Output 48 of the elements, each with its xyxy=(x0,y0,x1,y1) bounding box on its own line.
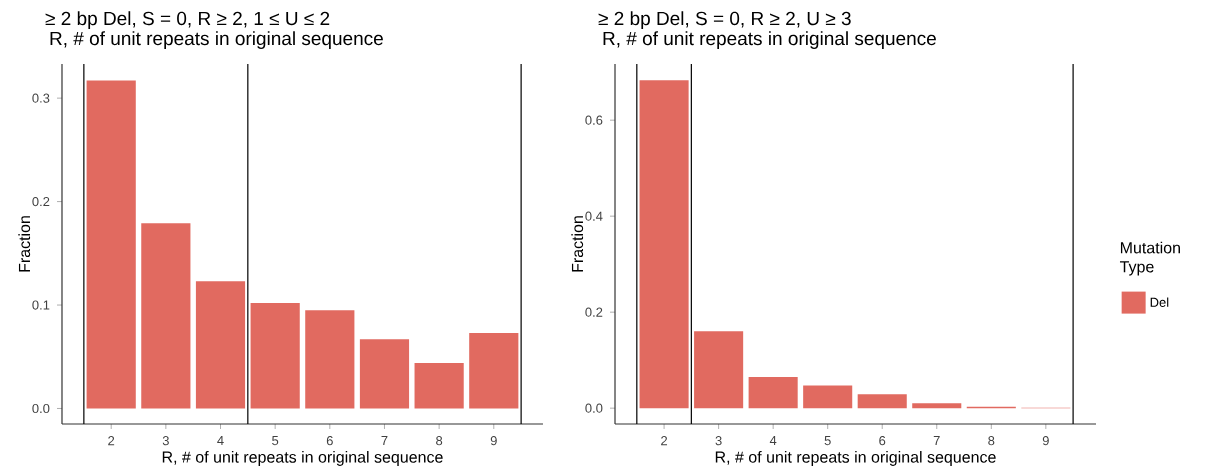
x-axis-title: R, # of unit repeats in original sequence xyxy=(162,450,443,466)
x-tick-label: 9 xyxy=(1042,436,1049,446)
bar xyxy=(912,403,962,409)
bar xyxy=(694,331,744,409)
bar xyxy=(359,339,410,409)
x-tick-label: 4 xyxy=(769,436,777,446)
x-tick-label: 3 xyxy=(715,436,722,446)
x-tick-label: 8 xyxy=(436,436,443,446)
bar xyxy=(857,394,907,409)
bar xyxy=(803,385,853,409)
x-tick-label: 7 xyxy=(381,436,388,446)
y-tick-label: 0.2 xyxy=(585,307,603,317)
chart-subtitle: R, # of unit repeats in original sequence xyxy=(50,31,383,49)
y-tick-label: 0.2 xyxy=(32,197,50,207)
x-tick-label: 9 xyxy=(490,436,497,446)
x-tick-label: 3 xyxy=(162,436,169,446)
y-tick-label: 0.1 xyxy=(32,300,50,310)
y-axis-title: Fraction xyxy=(18,216,31,272)
x-tick-label: 5 xyxy=(824,436,831,446)
y-tick-label: 0.0 xyxy=(32,403,50,414)
bar xyxy=(250,302,300,409)
legend-title: Mutation Type xyxy=(1119,241,1180,276)
x-tick-label: 6 xyxy=(879,436,886,446)
y-tick-label: 0.6 xyxy=(585,115,603,125)
x-tick-label: 2 xyxy=(108,436,115,446)
chart-title: ≥ 2 bp Del, S = 0, R ≥ 2, U ≥ 3 xyxy=(598,11,851,29)
x-tick-label: 4 xyxy=(217,436,224,446)
x-tick-label: 8 xyxy=(988,436,995,446)
bar xyxy=(86,80,136,409)
bar xyxy=(141,223,191,409)
y-tick-label: 0.3 xyxy=(32,93,50,103)
bar xyxy=(639,80,689,409)
y-axis-title: Fraction xyxy=(571,216,584,272)
x-tick-label: 5 xyxy=(272,436,279,446)
legend-label: Del xyxy=(1150,297,1169,307)
x-tick-label: 7 xyxy=(933,436,940,446)
y-tick-label: 0.4 xyxy=(585,211,603,221)
y-tick-label: 0.0 xyxy=(585,403,603,413)
bar xyxy=(305,310,355,409)
bar xyxy=(414,362,464,409)
chart-title: ≥ 2 bp Del, S = 0, R ≥ 2, 1 ≤ U ≤ 2 xyxy=(45,11,330,29)
x-tick-label: 6 xyxy=(326,436,333,446)
x-axis-title: R, # of unit repeats in original sequence xyxy=(715,450,996,466)
bar xyxy=(748,376,798,409)
chart-subtitle: R, # of unit repeats in original sequence xyxy=(603,31,936,49)
bar xyxy=(195,281,246,409)
bar xyxy=(469,332,519,409)
x-tick-label: 2 xyxy=(661,436,668,446)
